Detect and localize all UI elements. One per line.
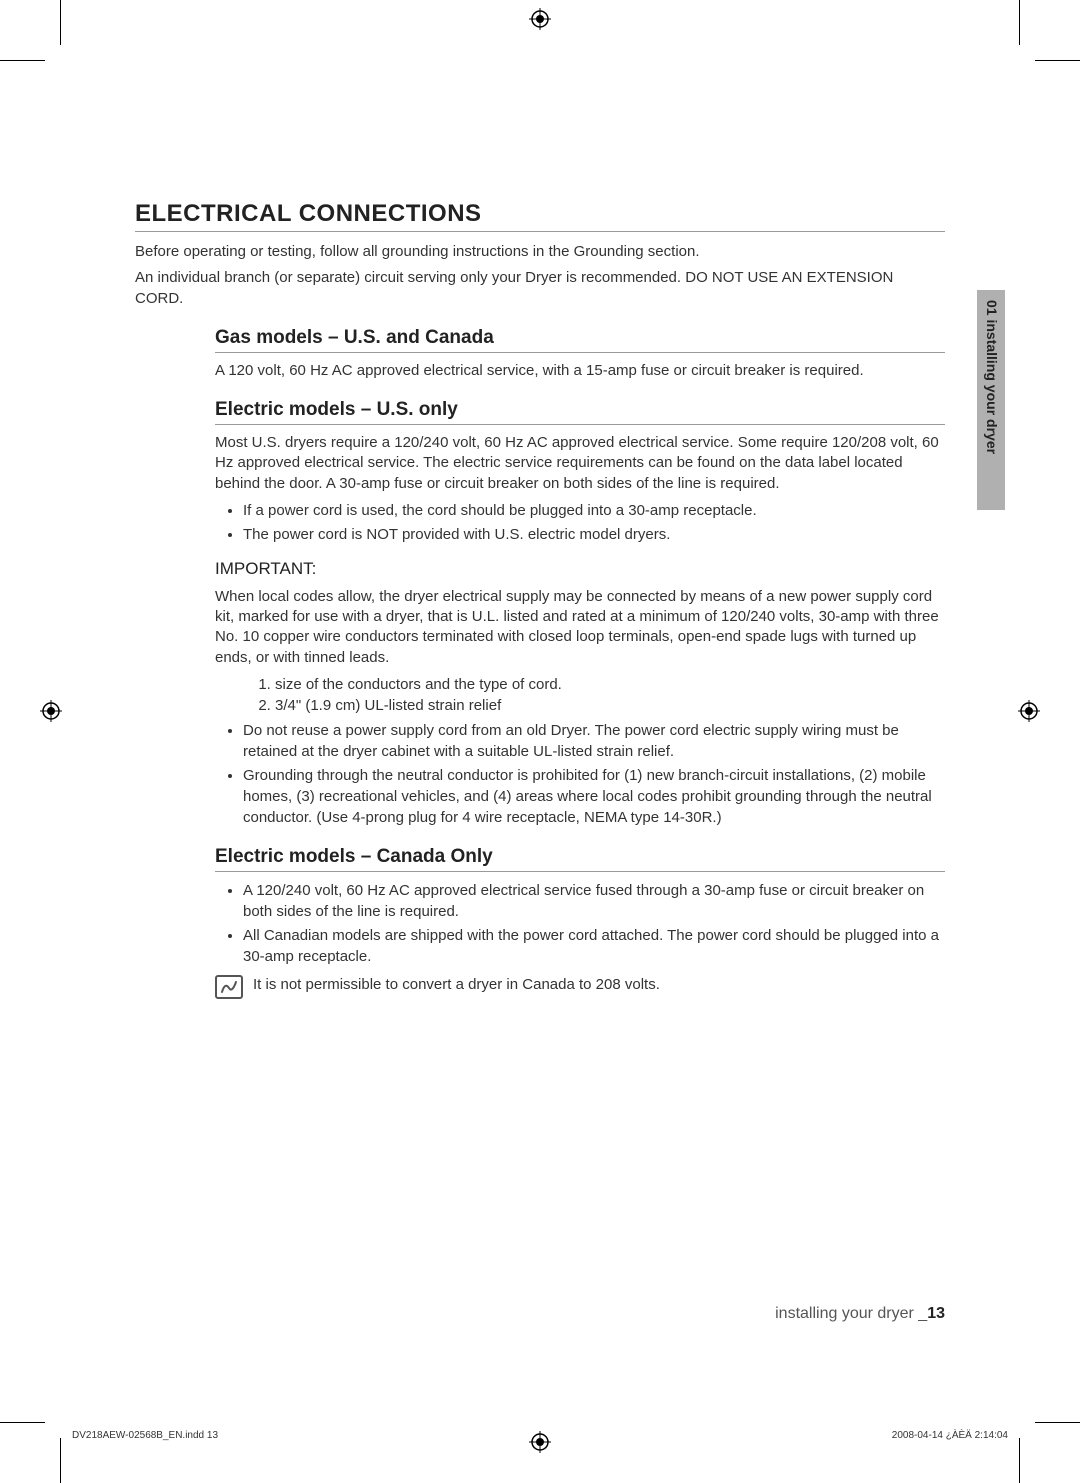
print-timestamp: 2008-04-14 ¿ÀÈÄ 2:14:04 [892, 1430, 1008, 1441]
page-number: 13 [927, 1305, 945, 1322]
print-filename: DV218AEW-02568B_EN.indd 13 [72, 1430, 218, 1441]
registration-mark-icon [529, 1431, 551, 1453]
crop-mark [60, 0, 61, 45]
list-item: 3/4" (1.9 cm) UL-listed strain relief [275, 695, 945, 716]
body-text: When local codes allow, the dryer electr… [215, 587, 945, 668]
note-text: It is not permissible to convert a dryer… [253, 975, 660, 995]
crop-mark [1035, 60, 1080, 61]
crop-mark [1035, 1422, 1080, 1423]
body-text: A 120 volt, 60 Hz AC approved electrical… [215, 361, 945, 381]
section-electric-us: Electric models – U.S. only Most U.S. dr… [215, 399, 945, 828]
list-item: size of the conductors and the type of c… [275, 674, 945, 695]
crop-mark [60, 1438, 61, 1483]
footer-text: installing your dryer _ [775, 1305, 927, 1322]
note-icon [215, 975, 243, 999]
chapter-tab-label: 01 installing your dryer [982, 300, 1000, 500]
section-gas: Gas models – U.S. and Canada A 120 volt,… [215, 327, 945, 381]
list-item: All Canadian models are shipped with the… [243, 925, 945, 967]
crop-mark [0, 1422, 45, 1423]
page-title: ELECTRICAL CONNECTIONS [135, 200, 945, 232]
registration-mark-icon [1018, 700, 1040, 722]
list-item: Do not reuse a power supply cord from an… [243, 720, 945, 762]
registration-mark-icon [40, 700, 62, 722]
crop-mark [1019, 0, 1020, 45]
section-heading: Gas models – U.S. and Canada [215, 327, 945, 353]
note-row: It is not permissible to convert a dryer… [215, 975, 945, 999]
intro-paragraph: Before operating or testing, follow all … [135, 242, 945, 262]
section-heading: Electric models – U.S. only [215, 399, 945, 425]
intro-paragraph: An individual branch (or separate) circu… [135, 268, 945, 309]
crop-mark [1019, 1438, 1020, 1483]
important-label: IMPORTANT: [215, 559, 945, 579]
registration-mark-icon [529, 8, 551, 30]
page-footer: installing your dryer _13 [775, 1305, 945, 1323]
list-item: Grounding through the neutral conductor … [243, 765, 945, 828]
list-item: The power cord is NOT provided with U.S.… [243, 524, 945, 545]
section-heading: Electric models – Canada Only [215, 846, 945, 872]
crop-mark [0, 60, 45, 61]
section-electric-canada: Electric models – Canada Only A 120/240 … [215, 846, 945, 999]
list-item: A 120/240 volt, 60 Hz AC approved electr… [243, 880, 945, 922]
list-item: If a power cord is used, the cord should… [243, 500, 945, 521]
page-content: ELECTRICAL CONNECTIONS Before operating … [135, 200, 945, 999]
body-text: Most U.S. dryers require a 120/240 volt,… [215, 433, 945, 494]
